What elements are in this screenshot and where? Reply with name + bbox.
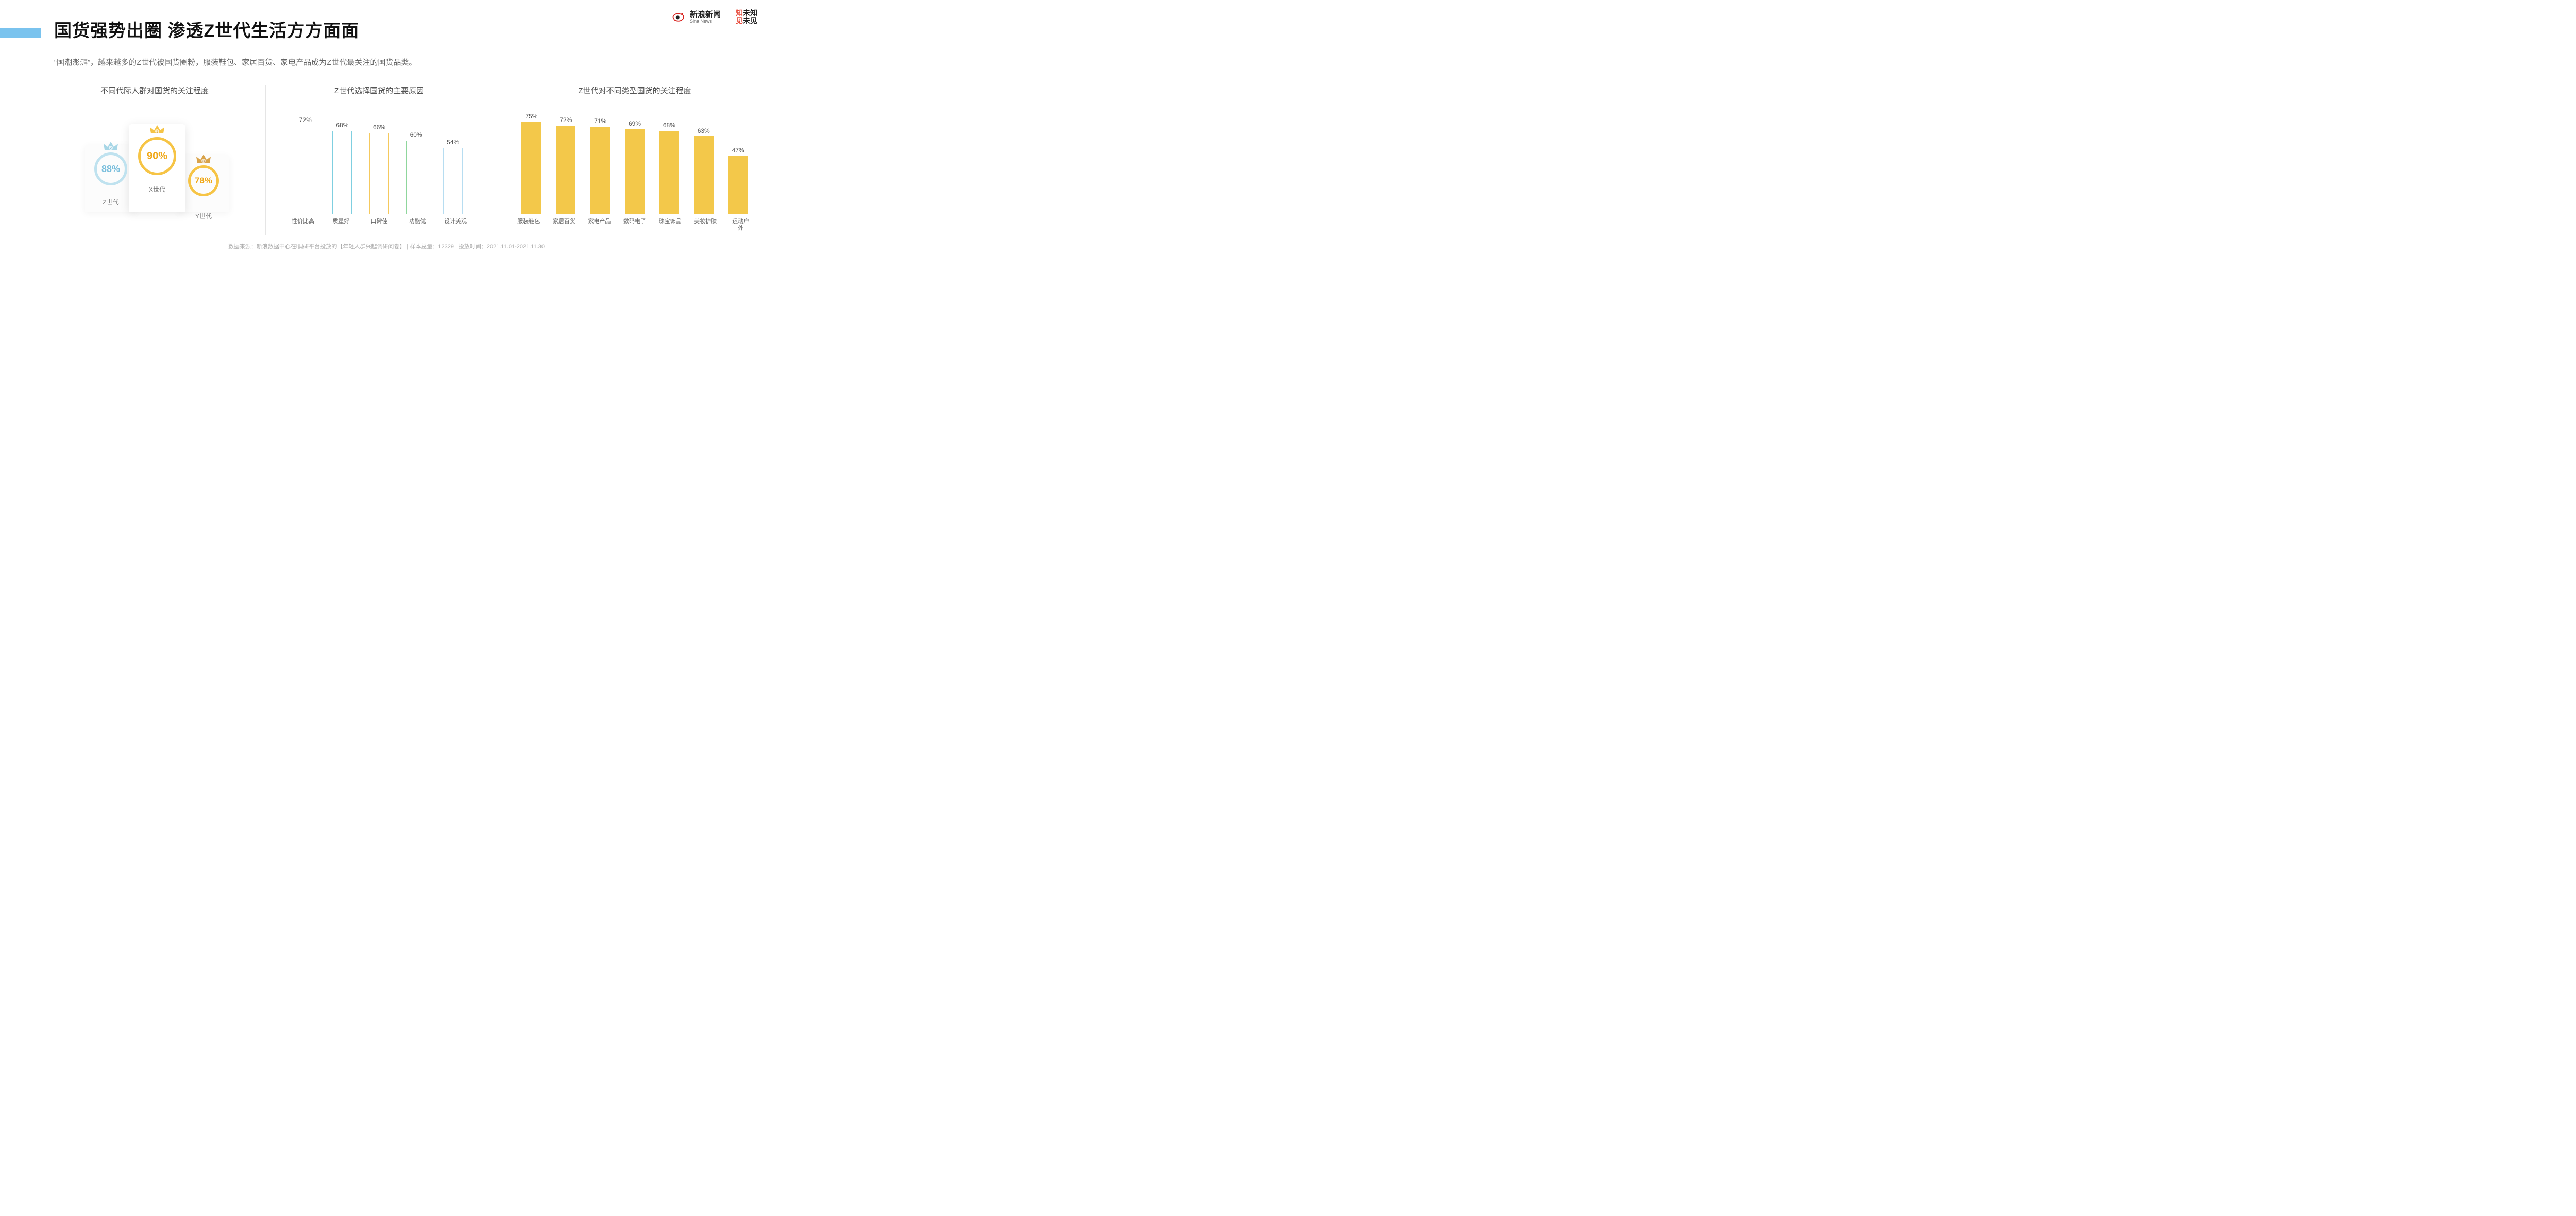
panel2-chart: 72% 68% 66% 60% 54% 性价比高质量好口碑佳功能优设计美观 <box>284 109 474 225</box>
panels-row: 不同代际人群对国货的关注程度 1 2 3 90% 88% 78% X世代 Z世代 <box>52 85 769 235</box>
bar-col: 72% <box>549 116 583 214</box>
panel2-title: Z世代选择国货的主要原因 <box>284 85 474 96</box>
bar-rect <box>659 131 679 214</box>
ring-rank-3: 78% <box>188 165 219 196</box>
bar-col: 75% <box>514 113 549 214</box>
brand-block: 新浪新闻 Sina News 知未知 见未见 <box>671 9 757 25</box>
panel2-labels: 性价比高质量好口碑佳功能优设计美观 <box>284 214 474 225</box>
panel1-title: 不同代际人群对国货的关注程度 <box>62 85 247 96</box>
bar-rect <box>369 133 389 214</box>
brand-text-wrap: 新浪新闻 Sina News <box>690 11 721 24</box>
bar-category-label: 美妆护肤 <box>688 218 723 232</box>
bar-value-label: 72% <box>299 116 312 124</box>
bar-value-label: 72% <box>560 116 572 124</box>
bar-col: 68% <box>652 122 686 214</box>
sina-logo-icon <box>671 11 686 23</box>
bar-value-label: 66% <box>373 124 385 131</box>
brand-name: 新浪新闻 <box>690 11 721 19</box>
bar-rect <box>296 126 315 214</box>
crown-icon-1: 1 <box>149 124 165 135</box>
bar-category-label: 功能优 <box>398 218 436 225</box>
bar-category-label: 口碑佳 <box>360 218 398 225</box>
bar-col: 47% <box>721 147 755 214</box>
bar-rect <box>556 126 575 214</box>
bar-rect <box>694 136 714 214</box>
bar-category-label: 设计美观 <box>436 218 474 225</box>
panel-generations: 不同代际人群对国货的关注程度 1 2 3 90% 88% 78% X世代 Z世代 <box>52 85 258 235</box>
bar-value-label: 69% <box>629 120 641 127</box>
bar-value-label: 47% <box>732 147 744 154</box>
bar-rect <box>406 141 426 214</box>
bar-category-label: 家居百货 <box>547 218 582 232</box>
bar-value-label: 71% <box>594 117 606 125</box>
bar-rect <box>590 127 610 214</box>
bar-col: 72% <box>287 116 324 214</box>
bar-value-label: 60% <box>410 131 422 139</box>
bar-col: 63% <box>686 127 721 214</box>
bar-value-label: 68% <box>336 122 348 129</box>
bar-col: 66% <box>361 124 398 214</box>
bar-rect <box>625 129 645 214</box>
page-title: 国货强势出圈 渗透Z世代生活方方面面 <box>54 16 359 42</box>
gen-label-2: Z世代 <box>95 198 126 207</box>
panel3-labels: 服装鞋包家居百货家电产品数码电子珠宝饰品美妆护肤运动户外 <box>511 214 758 232</box>
bar-col: 71% <box>583 117 618 214</box>
bar-category-label: 家电产品 <box>582 218 617 232</box>
bar-category-label: 运动户外 <box>723 218 758 232</box>
svg-text:2: 2 <box>110 147 112 150</box>
bar-value-label: 54% <box>447 139 459 146</box>
bar-category-label: 服装鞋包 <box>511 218 547 232</box>
bar-category-label: 性价比高 <box>284 218 322 225</box>
data-source-footer: 数据来源：新浪数据中心在i调研平台投放的【年轻人群兴趣调研问卷】 | 样本总量：… <box>0 242 773 250</box>
bar-col: 69% <box>618 120 652 214</box>
panel-reasons: Z世代选择国货的主要原因 72% 68% 66% 60% 54% 性价比高质量好口碑佳功… <box>274 85 485 235</box>
ring-rank-2: 88% <box>94 152 127 185</box>
ring-rank-1: 90% <box>138 137 176 175</box>
bar-category-label: 数码电子 <box>617 218 653 232</box>
bar-rect <box>521 122 541 214</box>
bar-value-label: 63% <box>698 127 710 134</box>
gen-label-3: Y世代 <box>188 212 219 220</box>
vertical-separator <box>265 85 266 235</box>
bar-col: 68% <box>324 122 361 214</box>
panel3-bars: 75% 72% 71% 69% 68% 63% 47% <box>511 109 758 214</box>
brand-sub: Sina News <box>690 19 721 24</box>
panel2-bars: 72% 68% 66% 60% 54% <box>284 109 474 214</box>
bar-category-label: 珠宝饰品 <box>652 218 688 232</box>
bar-rect <box>443 148 463 214</box>
accent-bar <box>0 28 41 38</box>
crown-icon-3: 3 <box>196 153 211 165</box>
bar-col: 60% <box>398 131 435 214</box>
svg-text:1: 1 <box>156 130 158 134</box>
podium-chart: 1 2 3 90% 88% 78% X世代 Z世代 Y世代 <box>62 109 247 235</box>
svg-text:3: 3 <box>202 160 205 163</box>
panel-categories: Z世代对不同类型国货的关注程度 75% 72% 71% 69% 68% 63% 47% 服装… <box>501 85 769 235</box>
crown-icon-2: 2 <box>103 141 118 152</box>
bar-value-label: 75% <box>525 113 537 120</box>
brand-slogan: 知未知 见未见 <box>736 9 757 25</box>
gen-label-1: X世代 <box>142 185 173 194</box>
page-subtitle: “国潮澎湃”，越来越多的Z世代被国货圈粉，服装鞋包、家居百货、家电产品成为Z世代… <box>54 57 416 67</box>
bar-category-label: 质量好 <box>322 218 360 225</box>
panel3-chart: 75% 72% 71% 69% 68% 63% 47% 服装鞋包家居百货家电产品数码电子珠宝… <box>511 109 758 232</box>
bar-rect <box>332 131 352 214</box>
bar-value-label: 68% <box>663 122 675 129</box>
bar-rect <box>728 156 748 214</box>
bar-col: 54% <box>434 139 471 214</box>
panel3-title: Z世代对不同类型国货的关注程度 <box>511 85 758 96</box>
